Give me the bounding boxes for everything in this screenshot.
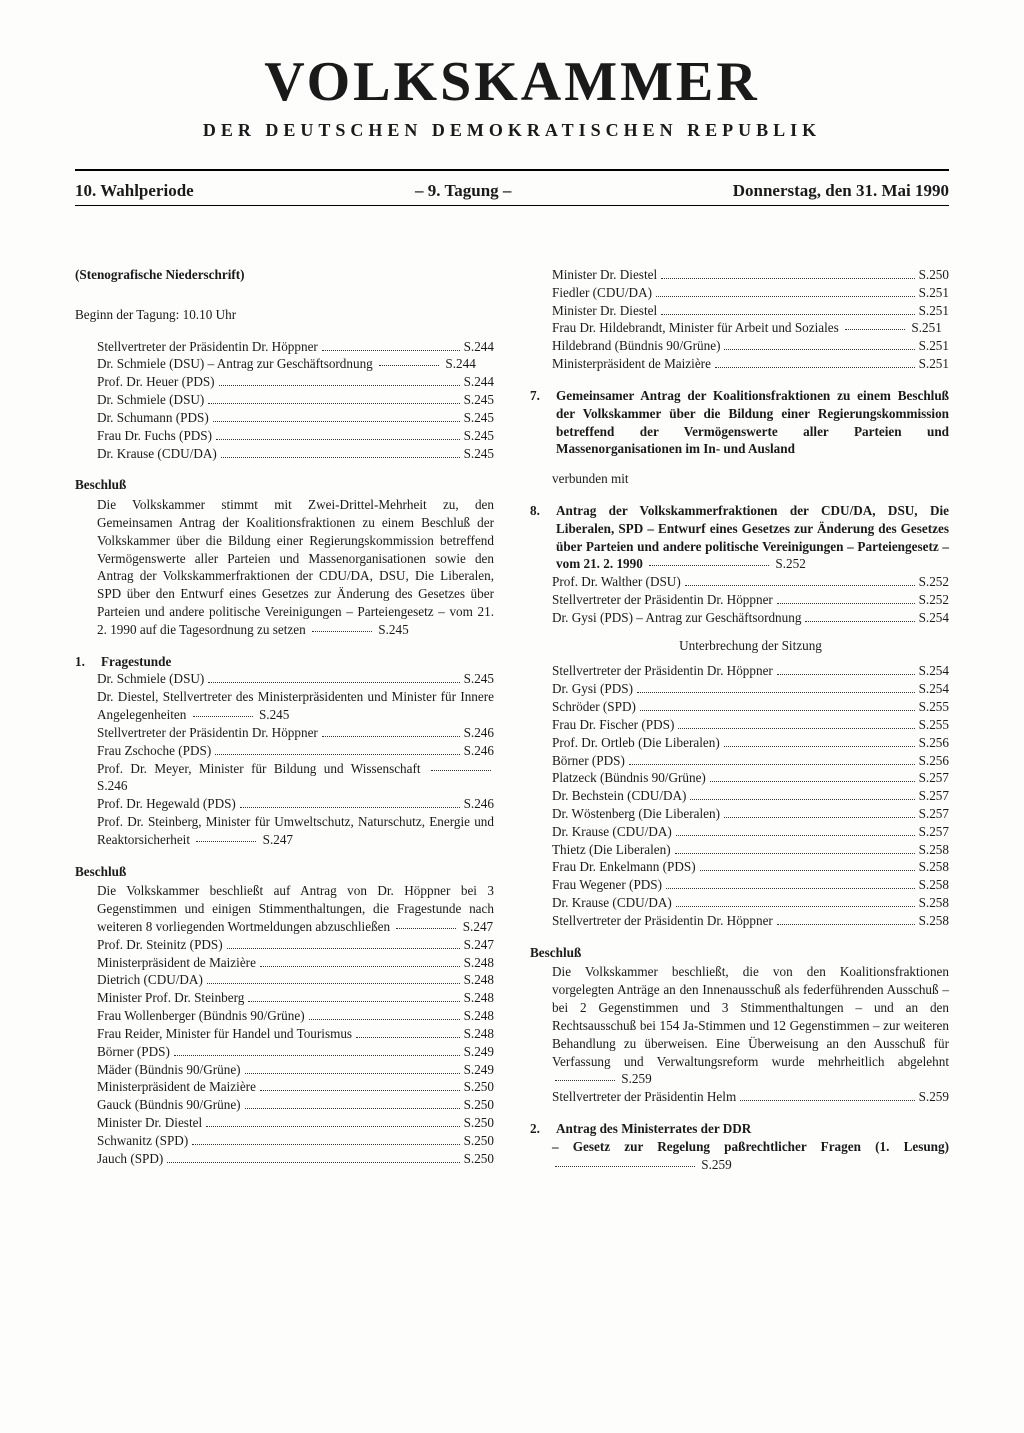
- toc-entry: Stellvertreter der Präsidentin HelmS.259: [552, 1088, 949, 1106]
- toc-entry: Frau Dr. Fuchs (PDS)S.245: [97, 427, 494, 445]
- toc-entry: Prof. Dr. Steinberg, Minister für Umwelt…: [97, 813, 494, 849]
- toc-entry: Ministerpräsident de MaizièreS.248: [97, 954, 494, 972]
- toc-entry: Stellvertreter der Präsidentin Dr. Höppn…: [552, 662, 949, 680]
- column-left: (Stenografische Niederschrift) Beginn de…: [75, 266, 494, 1173]
- toc-entry: Frau Dr. Hildebrandt, Minister für Arbei…: [552, 319, 949, 337]
- toc-entry: Stellvertreter der Präsidentin Dr. Höppn…: [97, 338, 494, 356]
- toc-entry: Prof. Dr. Steinitz (PDS)S.247: [97, 936, 494, 954]
- document-page: VOLKSKAMMER DER DEUTSCHEN DEMOKRATISCHEN…: [0, 0, 1024, 1433]
- toc-entry: Dr. Schmiele (DSU) – Antrag zur Geschäft…: [97, 355, 494, 373]
- toc-entry: Dietrich (CDU/DA)S.248: [97, 971, 494, 989]
- begin-time: Beginn der Tagung: 10.10 Uhr: [75, 306, 494, 324]
- session-date: Donnerstag, den 31. Mai 1990: [733, 181, 949, 201]
- toc-entry: Mäder (Bündnis 90/Grüne)S.249: [97, 1061, 494, 1079]
- toc-entry: Prof. Dr. Walther (DSU)S.252: [552, 573, 949, 591]
- resolution-heading: Beschluß: [530, 944, 949, 962]
- toc-entry: Frau Dr. Enkelmann (PDS)S.258: [552, 858, 949, 876]
- toc-entry: Dr. Wöstenberg (Die Liberalen)S.257: [552, 805, 949, 823]
- toc-entry: Dr. Krause (CDU/DA)S.258: [552, 894, 949, 912]
- toc-entry: Schröder (SPD)S.255: [552, 698, 949, 716]
- toc-entry: Dr. Bechstein (CDU/DA)S.257: [552, 787, 949, 805]
- toc-entry: Schwanitz (SPD)S.250: [97, 1132, 494, 1150]
- toc-entry: Ministerpräsident de MaizièreS.251: [552, 355, 949, 373]
- session-interruption: Unterbrechung der Sitzung: [552, 637, 949, 655]
- toc-entry: Frau Reider, Minister für Handel und Tou…: [97, 1025, 494, 1043]
- stenographic-note: (Stenografische Niederschrift): [75, 266, 494, 284]
- content-columns: (Stenografische Niederschrift) Beginn de…: [75, 266, 949, 1173]
- resolution-text: Die Volkskammer beschließt auf Antrag vo…: [97, 882, 494, 935]
- toc-entry: Platzeck (Bündnis 90/Grüne)S.257: [552, 769, 949, 787]
- agenda-item-2-sub: – Gesetz zur Regelung paßrechtlicher Fra…: [552, 1138, 949, 1174]
- toc-entry: Thietz (Die Liberalen)S.258: [552, 841, 949, 859]
- toc-entry: Minister Prof. Dr. SteinbergS.248: [97, 989, 494, 1007]
- toc-entry: Börner (PDS)S.256: [552, 752, 949, 770]
- toc-entry: Stellvertreter der Präsidentin Dr. Höppn…: [552, 912, 949, 930]
- toc-entry: Prof. Dr. Heuer (PDS)S.244: [97, 373, 494, 391]
- masthead-subtitle: DER DEUTSCHEN DEMOKRATISCHEN REPUBLIK: [75, 120, 949, 141]
- column-right: Minister Dr. DiestelS.250Fiedler (CDU/DA…: [530, 266, 949, 1173]
- toc-entry: Jauch (SPD)S.250: [97, 1150, 494, 1168]
- masthead-title: VOLKSKAMMER: [75, 50, 949, 114]
- toc-entry: Prof. Dr. Hegewald (PDS)S.246: [97, 795, 494, 813]
- toc-entry: Dr. Gysi (PDS)S.254: [552, 680, 949, 698]
- toc-entry: Hildebrand (Bündnis 90/Grüne)S.251: [552, 337, 949, 355]
- session-meeting: – 9. Tagung –: [415, 181, 511, 201]
- toc-entry: Minister Dr. DiestelS.250: [97, 1114, 494, 1132]
- toc-entry: Minister Dr. DiestelS.250: [552, 266, 949, 284]
- toc-entry: Ministerpräsident de MaizièreS.250: [97, 1078, 494, 1096]
- divider: [75, 205, 949, 206]
- toc-entry: Gauck (Bündnis 90/Grüne)S.250: [97, 1096, 494, 1114]
- toc-entry: Frau Zschoche (PDS)S.246: [97, 742, 494, 760]
- toc-entry: Frau Dr. Fischer (PDS)S.255: [552, 716, 949, 734]
- toc-entry: Dr. Schmiele (DSU)S.245: [97, 670, 494, 688]
- toc-entry: Dr. Diestel, Stellvertreter des Minister…: [97, 688, 494, 724]
- toc-entry: Frau Wegener (PDS)S.258: [552, 876, 949, 894]
- session-bar: 10. Wahlperiode – 9. Tagung – Donnerstag…: [75, 177, 949, 205]
- agenda-item-8: 8. Antrag der Volkskammerfraktionen der …: [530, 502, 949, 573]
- divider: [75, 169, 949, 171]
- resolution-heading: Beschluß: [75, 476, 494, 494]
- toc-entry: Stellvertreter der Präsidentin Dr. Höppn…: [552, 591, 949, 609]
- toc-entry: Börner (PDS)S.249: [97, 1043, 494, 1061]
- agenda-item-7: 7. Gemeinsamer Antrag der Koalitionsfrak…: [530, 387, 949, 458]
- toc-entry: Stellvertreter der Präsidentin Dr. Höppn…: [97, 724, 494, 742]
- resolution-text: Die Volkskammer beschließt, die von den …: [552, 963, 949, 1088]
- toc-entry: Fiedler (CDU/DA)S.251: [552, 284, 949, 302]
- agenda-item-2: 2. Antrag des Ministerrates der DDR: [530, 1120, 949, 1138]
- agenda-item-1: 1. Fragestunde: [75, 653, 494, 671]
- resolution-heading: Beschluß: [75, 863, 494, 881]
- connector-text: verbunden mit: [552, 470, 949, 488]
- toc-entry: Prof. Dr. Meyer, Minister für Bildung un…: [97, 760, 494, 796]
- toc-entry: Dr. Gysi (PDS) – Antrag zur Geschäftsord…: [552, 609, 949, 627]
- session-period: 10. Wahlperiode: [75, 181, 194, 201]
- toc-entry: Dr. Schmiele (DSU)S.245: [97, 391, 494, 409]
- toc-entry: Prof. Dr. Ortleb (Die Liberalen)S.256: [552, 734, 949, 752]
- toc-entry: Dr. Krause (CDU/DA)S.257: [552, 823, 949, 841]
- toc-entry: Dr. Krause (CDU/DA)S.245: [97, 445, 494, 463]
- toc-entry: Minister Dr. DiestelS.251: [552, 302, 949, 320]
- toc-entry: Frau Wollenberger (Bündnis 90/Grüne)S.24…: [97, 1007, 494, 1025]
- resolution-text: Die Volkskammer stimmt mit Zwei-Drittel-…: [97, 496, 494, 639]
- toc-entry: Dr. Schumann (PDS)S.245: [97, 409, 494, 427]
